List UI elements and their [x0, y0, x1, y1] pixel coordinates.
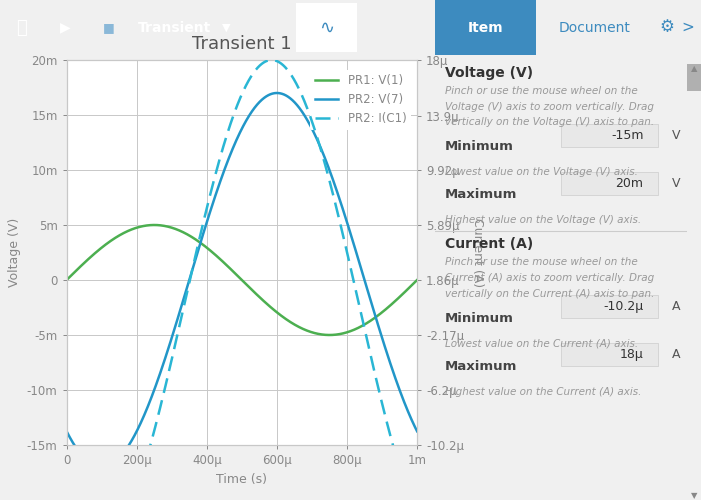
Text: V: V	[672, 176, 681, 190]
FancyBboxPatch shape	[561, 343, 658, 366]
Bar	[435, 0, 536, 55]
Text: Lowest value on the Voltage (V) axis.: Lowest value on the Voltage (V) axis.	[445, 167, 638, 177]
Text: ▲: ▲	[690, 64, 697, 73]
Text: Voltage (V) axis to zoom vertically. Drag: Voltage (V) axis to zoom vertically. Dra…	[445, 102, 654, 112]
Text: Minimum: Minimum	[445, 140, 514, 153]
FancyBboxPatch shape	[561, 172, 658, 194]
Bar	[296, 2, 357, 52]
Text: V: V	[672, 128, 681, 141]
Text: >: >	[681, 20, 694, 35]
Text: Item: Item	[468, 20, 503, 34]
Text: 18μ: 18μ	[620, 348, 644, 361]
Text: Maximum: Maximum	[445, 360, 517, 373]
Text: vertically on the Voltage (V) axis to pan.: vertically on the Voltage (V) axis to pa…	[445, 118, 654, 128]
Text: ■: ■	[103, 21, 115, 34]
Text: Transient: Transient	[137, 20, 210, 34]
Text: Highest value on the Voltage (V) axis.: Highest value on the Voltage (V) axis.	[445, 215, 641, 225]
Text: Pinch or use the mouse wheel on the: Pinch or use the mouse wheel on the	[445, 86, 638, 96]
X-axis label: Time (s): Time (s)	[217, 472, 267, 486]
Text: Current (A): Current (A)	[445, 238, 533, 252]
Legend: PR1: V(1), PR2: V(7), PR2: I(C1): PR1: V(1), PR2: V(7), PR2: I(C1)	[310, 70, 411, 130]
Text: ⚙: ⚙	[659, 18, 674, 36]
Text: Maximum: Maximum	[445, 188, 517, 202]
Text: Pinch or use the mouse wheel on the: Pinch or use the mouse wheel on the	[445, 258, 638, 268]
FancyBboxPatch shape	[561, 124, 658, 146]
Text: Highest value on the Current (A) axis.: Highest value on the Current (A) axis.	[445, 386, 641, 396]
Text: ▼: ▼	[222, 22, 231, 32]
Text: A: A	[672, 300, 681, 313]
Text: vertically on the Current (A) axis to pan.: vertically on the Current (A) axis to pa…	[445, 288, 655, 298]
Text: A: A	[672, 348, 681, 361]
FancyBboxPatch shape	[561, 295, 658, 318]
Text: Voltage (V): Voltage (V)	[445, 66, 533, 80]
Text: Lowest value on the Current (A) axis.: Lowest value on the Current (A) axis.	[445, 338, 638, 348]
Bar	[687, 64, 701, 90]
Text: Current (A) axis to zoom vertically. Drag: Current (A) axis to zoom vertically. Dra…	[445, 273, 654, 283]
Text: ▶: ▶	[60, 20, 71, 34]
Text: ∿: ∿	[319, 18, 334, 36]
Y-axis label: Current (A): Current (A)	[470, 218, 484, 287]
Title: Transient 1: Transient 1	[192, 35, 292, 53]
Y-axis label: Voltage (V): Voltage (V)	[8, 218, 21, 287]
Text: -15m: -15m	[611, 128, 644, 141]
Text: Document: Document	[559, 20, 630, 34]
Text: ⓘ: ⓘ	[16, 18, 27, 36]
Text: -10.2μ: -10.2μ	[604, 300, 644, 313]
Text: Minimum: Minimum	[445, 312, 514, 325]
Text: ▼: ▼	[690, 491, 697, 500]
Text: 20m: 20m	[615, 176, 644, 190]
